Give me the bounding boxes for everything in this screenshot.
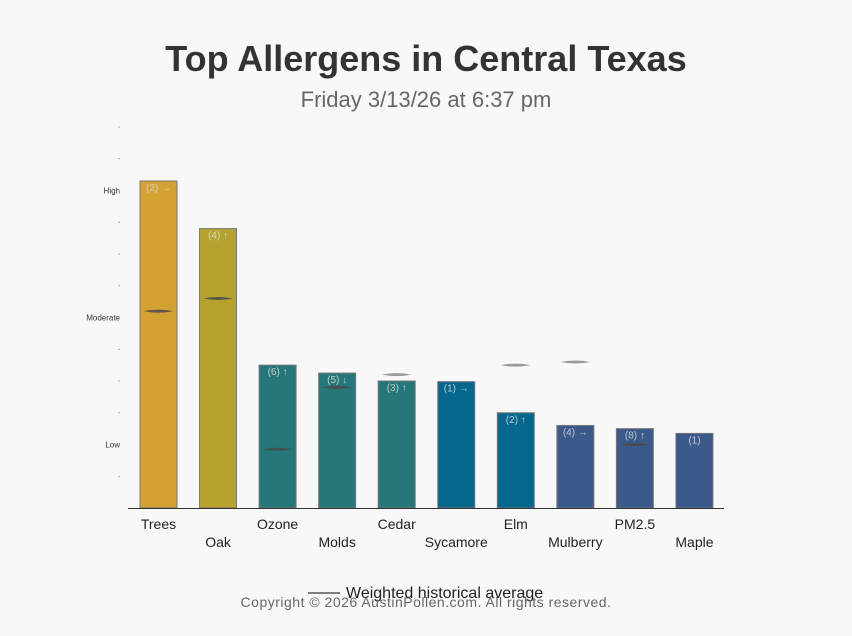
bar-value-label: (8) ↑: [625, 431, 645, 442]
bar-maple: [675, 432, 714, 509]
bar-value-label: (4) →: [563, 427, 588, 438]
historical-average-marker: [560, 360, 591, 364]
bar-value-label: (3) ↑: [387, 383, 407, 394]
bar-molds: [318, 372, 357, 509]
historical-average-marker: [500, 363, 531, 367]
bar-sycamore: [437, 381, 476, 509]
x-tick-label: Elm: [504, 516, 528, 532]
chart-title: Top Allergens in Central Texas: [165, 38, 687, 79]
chart-subtitle: Friday 3/13/26 at 6:37 pm: [300, 87, 552, 112]
x-tick-label: PM2.5: [615, 516, 656, 532]
x-tick-label: Ozone: [257, 516, 298, 532]
legend-label: Weighted historical average: [346, 585, 543, 602]
bar-value-label: (2) ↑: [506, 415, 526, 426]
y-tick-label: Low: [105, 441, 120, 450]
bar-value-label: (1): [688, 435, 700, 446]
historical-average-marker: [381, 373, 412, 377]
historical-average-marker: [203, 296, 234, 300]
bar-ozone: [258, 364, 297, 509]
bar-value-label: (5) ↓: [327, 375, 347, 386]
copyright-text: Copyright © 2026 AustinPollen.com. All r…: [240, 594, 612, 610]
bar-value-label: (1) →: [444, 384, 469, 395]
bar-value-label: (6) ↑: [268, 367, 288, 378]
bar-pm2-5: [615, 428, 654, 509]
bar-trees: [139, 180, 178, 509]
x-tick-label: Sycamore: [425, 534, 488, 550]
x-tick-label: Oak: [205, 534, 232, 550]
bar-cedar: [377, 380, 416, 509]
x-tick-label: Trees: [141, 516, 176, 532]
bar-oak: [199, 228, 238, 509]
bar-mulberry: [556, 424, 595, 509]
y-tick-label: Moderate: [86, 314, 120, 323]
y-tick-label: High: [104, 187, 120, 196]
historical-average-marker: [143, 309, 174, 313]
x-tick-label: Cedar: [378, 516, 416, 532]
historical-average-marker: [262, 447, 293, 451]
bar-value-label: (2) →: [146, 183, 171, 194]
historical-average-marker: [619, 443, 650, 446]
x-tick-label: Mulberry: [548, 534, 602, 550]
x-tick-label: Maple: [675, 534, 713, 550]
historical-average-marker: [322, 385, 353, 389]
bar-value-label: (4) ↑: [208, 231, 228, 242]
x-tick-label: Molds: [318, 534, 355, 550]
bar-elm: [496, 412, 535, 509]
